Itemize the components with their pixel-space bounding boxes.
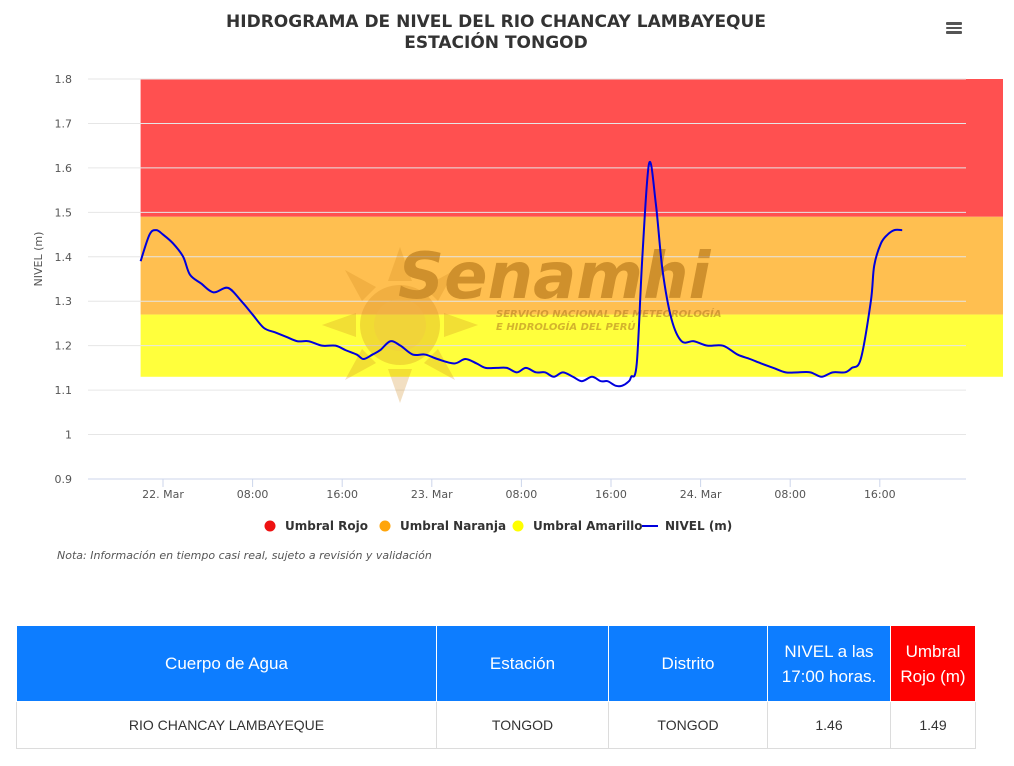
legend-label: Umbral Rojo [285, 519, 368, 533]
legend-marker-circle [512, 520, 524, 532]
y-axis-label: NIVEL (m) [32, 232, 45, 287]
y-tick-label: 1 [65, 429, 72, 442]
legend-item[interactable]: Umbral Amarillo [512, 519, 643, 533]
x-tick-label: 23. Mar [411, 488, 453, 501]
x-tick-label: 22. Mar [142, 488, 184, 501]
header-umbral-rojo: Umbral Rojo (m) [890, 625, 976, 702]
legend-marker-circle [264, 520, 276, 532]
threshold-bands [140, 79, 1004, 377]
chart-title: HIDROGRAMA DE NIVEL DEL RIO CHANCAY LAMB… [0, 12, 992, 54]
cell-nivel: 1.46 [767, 701, 891, 749]
cell-distrito: TONGOD [608, 701, 768, 749]
table-row: RIO CHANCAY LAMBAYEQUE TONGOD TONGOD 1.4… [16, 701, 976, 749]
y-tick-label: 1.4 [55, 251, 73, 264]
x-tick-label: 24. Mar [680, 488, 722, 501]
y-tick-label: 0.9 [55, 473, 73, 486]
band-umbral-rojo [140, 79, 1004, 217]
y-tick-label: 1.3 [55, 295, 73, 308]
x-tick-label: 16:00 [864, 488, 896, 501]
watermark-brand: Senamhi [398, 240, 712, 314]
legend-marker-circle [379, 520, 391, 532]
watermark-line2: E HIDROLOGÍA DEL PERÚ [496, 320, 636, 333]
watermark-line1: SERVICIO NACIONAL DE METEOROLOGÍA [496, 307, 722, 320]
x-tick-label: 08:00 [506, 488, 538, 501]
series-line-nivel [139, 160, 903, 388]
station-table: Cuerpo de Agua Estación Distrito NIVEL a… [16, 625, 976, 749]
y-tick-label: 1.2 [55, 340, 73, 353]
grid-lines [88, 78, 966, 480]
header-estacion: Estación [436, 625, 609, 702]
disclaimer-note: Nota: Información en tiempo casi real, s… [57, 549, 432, 562]
legend-label: Umbral Amarillo [533, 519, 643, 533]
axes: 0.9 1 1.1 1.2 1.3 1.4 1.5 1.6 1.7 1.8 22. Mar 08:00… [32, 73, 966, 501]
header-nivel: NIVEL a las 17:00 horas. [767, 625, 891, 702]
cell-estacion: TONGOD [436, 701, 609, 749]
cell-cuerpo-de-agua: RIO CHANCAY LAMBAYEQUE [16, 701, 437, 749]
legend-label: NIVEL (m) [665, 519, 732, 533]
x-tick-label: 08:00 [237, 488, 269, 501]
header-distrito: Distrito [608, 625, 768, 702]
legend-item[interactable]: Umbral Naranja [379, 519, 507, 533]
band-umbral-naranja [140, 216, 1004, 315]
y-tick-label: 1.8 [55, 73, 73, 86]
hydrograph-chart: Senamhi SERVICIO NACIONAL DE METEOROLOGÍ… [32, 73, 1004, 533]
legend: Umbral Rojo Umbral Naranja Umbral Amarillo… [264, 519, 732, 533]
header-cuerpo-de-agua: Cuerpo de Agua [16, 625, 437, 702]
x-tick-label: 16:00 [595, 488, 627, 501]
cell-umbral-rojo: 1.49 [890, 701, 976, 749]
y-tick-label: 1.1 [55, 384, 73, 397]
chart-title-line1: HIDROGRAMA DE NIVEL DEL RIO CHANCAY LAMB… [226, 12, 766, 32]
y-tick-label: 1.6 [55, 162, 73, 175]
chart-title-line2: ESTACIÓN TONGOD [404, 33, 588, 53]
hamburger-menu-icon[interactable] [944, 20, 966, 36]
legend-item[interactable]: Umbral Rojo [264, 519, 369, 533]
y-tick-label: 1.5 [55, 206, 73, 219]
legend-item[interactable]: NIVEL (m) [642, 519, 732, 533]
x-tick-label: 16:00 [326, 488, 358, 501]
table-header-row: Cuerpo de Agua Estación Distrito NIVEL a… [16, 625, 976, 702]
x-tick-label: 08:00 [774, 488, 806, 501]
series-layer [139, 160, 903, 388]
y-tick-label: 1.7 [55, 117, 73, 130]
legend-label: Umbral Naranja [400, 519, 506, 533]
